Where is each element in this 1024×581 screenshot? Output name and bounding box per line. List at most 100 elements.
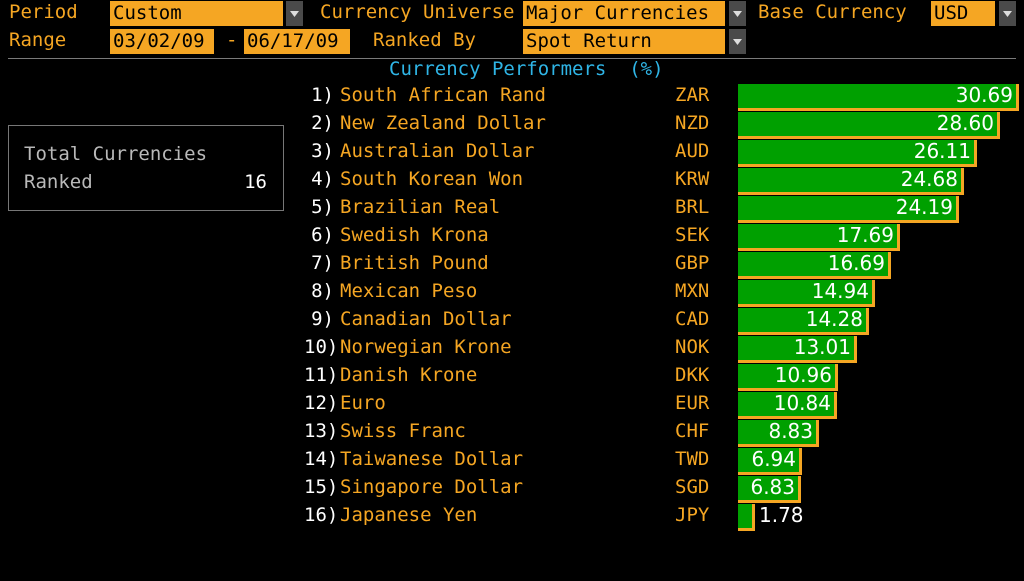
currency-code: GBP [675, 252, 710, 274]
currency-name: Norwegian Krone [340, 336, 512, 358]
currency-code: NOK [675, 336, 710, 358]
currency-name: British Pound [340, 252, 489, 274]
currency-name: Taiwanese Dollar [340, 448, 524, 470]
bar-value-label: 26.11 [913, 139, 971, 163]
currency-code: DKK [675, 364, 710, 386]
base-currency-field[interactable]: USD [931, 1, 995, 26]
list-item[interactable]: 3) Australian Dollar AUD 26.11 [0, 139, 1024, 168]
currency-name: Brazilian Real [340, 196, 501, 218]
bar [738, 224, 900, 251]
bar [738, 140, 977, 167]
chevron-down-icon [290, 10, 299, 17]
list-item[interactable]: 10) Norwegian Krone NOK 13.01 [0, 335, 1024, 364]
currency-code: SGD [675, 476, 710, 498]
list-item[interactable]: 11) Danish Krone DKK 10.96 [0, 363, 1024, 392]
currency-code: CAD [675, 308, 710, 330]
period-field[interactable]: Custom [110, 1, 283, 26]
list-item[interactable]: 15) Singapore Dollar SGD 6.83 [0, 475, 1024, 504]
bar-value-label: 14.94 [811, 279, 869, 303]
currency-code: AUD [675, 140, 710, 162]
summary-count: 16 [244, 171, 267, 193]
rank-label: 3) [311, 140, 334, 162]
rank-label: 5) [311, 196, 334, 218]
bar-value-label: 17.69 [836, 223, 894, 247]
list-item[interactable]: 6) Swedish Krona SEK 17.69 [0, 223, 1024, 252]
rank-label: 2) [311, 112, 334, 134]
currency-universe-dropdown-button[interactable] [729, 1, 746, 26]
currency-code: BRL [675, 196, 710, 218]
bar-value-label: 28.60 [936, 111, 994, 135]
bar [738, 84, 1019, 111]
rank-label: 12) [304, 392, 339, 414]
list-item[interactable]: 5) Brazilian Real BRL 24.19 [0, 195, 1024, 224]
period-dropdown-button[interactable] [286, 1, 303, 26]
bar [738, 196, 959, 223]
currency-name: Japanese Yen [340, 504, 478, 526]
bar [738, 476, 801, 503]
currency-code: CHF [675, 420, 710, 442]
list-item[interactable]: 16) Japanese Yen JPY 1.78 [0, 503, 1024, 532]
currency-code: MXN [675, 280, 710, 302]
range-start-field[interactable]: 03/02/09 [110, 29, 214, 54]
rank-label: 14) [304, 448, 339, 470]
rank-label: 8) [311, 280, 334, 302]
bar-value-label: 24.68 [900, 167, 958, 191]
currency-name: South African Rand [340, 84, 546, 106]
base-currency-label: Base Currency [758, 1, 907, 23]
chart-title: Currency Performers (%) [389, 58, 664, 80]
chevron-down-icon [733, 38, 742, 45]
summary-label-line1: Total Currencies [24, 143, 208, 165]
list-item[interactable]: 1) South African Rand ZAR 30.69 [0, 83, 1024, 112]
currency-name: New Zealand Dollar [340, 112, 546, 134]
rank-label: 13) [304, 420, 339, 442]
list-item[interactable]: 4) South Korean Won KRW 24.68 [0, 167, 1024, 196]
bar [738, 308, 869, 335]
currency-universe-field[interactable]: Major Currencies [523, 1, 725, 26]
period-label: Period [9, 1, 78, 23]
summary-box: Total Currencies Ranked 16 [8, 125, 284, 211]
bar [738, 168, 964, 195]
currency-name: Mexican Peso [340, 280, 478, 302]
currency-name: Swedish Krona [340, 224, 489, 246]
currency-code: ZAR [675, 84, 710, 106]
bar [738, 280, 875, 307]
currency-name: Danish Krone [340, 364, 478, 386]
rank-label: 15) [304, 476, 339, 498]
rank-label: 11) [304, 364, 339, 386]
currency-code: EUR [675, 392, 710, 414]
header-separator [8, 58, 1016, 59]
bar [738, 420, 819, 447]
bar-value-label: 16.69 [827, 251, 885, 275]
range-label: Range [9, 29, 67, 51]
ranked-by-dropdown-button[interactable] [729, 29, 746, 54]
bar-value-label: 1.78 [759, 503, 804, 527]
rank-label: 1) [311, 84, 334, 106]
list-item[interactable]: 8) Mexican Peso MXN 14.94 [0, 279, 1024, 308]
bar [738, 336, 857, 363]
range-end-field[interactable]: 06/17/09 [244, 29, 350, 54]
list-item[interactable]: 12) Euro EUR 10.84 [0, 391, 1024, 420]
list-item[interactable]: 7) British Pound GBP 16.69 [0, 251, 1024, 280]
currency-name: Swiss Franc [340, 420, 466, 442]
rank-label: 4) [311, 168, 334, 190]
currency-code: SEK [675, 224, 710, 246]
currency-name: Canadian Dollar [340, 308, 512, 330]
list-item[interactable]: 13) Swiss Franc CHF 8.83 [0, 419, 1024, 448]
summary-label-line2: Ranked [24, 171, 93, 193]
list-item[interactable]: 14) Taiwanese Dollar TWD 6.94 [0, 447, 1024, 476]
bar-value-label: 10.84 [773, 391, 831, 415]
bar [738, 252, 891, 279]
ranked-by-field[interactable]: Spot Return [523, 29, 725, 54]
bar-value-label: 6.83 [750, 475, 795, 499]
list-item[interactable]: 2) New Zealand Dollar NZD 28.60 [0, 111, 1024, 140]
bar-value-label: 8.83 [768, 419, 813, 443]
currency-name: Singapore Dollar [340, 476, 524, 498]
base-currency-dropdown-button[interactable] [999, 1, 1016, 26]
bar [738, 504, 755, 531]
currency-code: JPY [675, 504, 710, 526]
bar-value-label: 30.69 [955, 83, 1013, 107]
currency-universe-label: Currency Universe [320, 1, 515, 23]
list-item[interactable]: 9) Canadian Dollar CAD 14.28 [0, 307, 1024, 336]
rank-label: 6) [311, 224, 334, 246]
currency-code: TWD [675, 448, 710, 470]
